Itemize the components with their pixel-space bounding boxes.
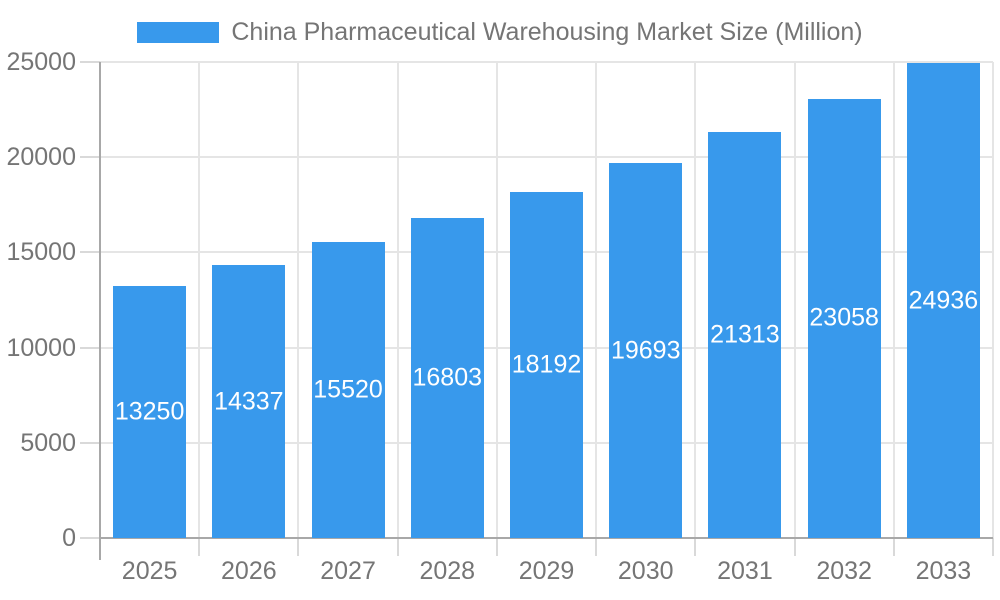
bar-value-label-2029: 18192 <box>511 350 582 379</box>
y-axis-tick-5000 <box>80 441 100 444</box>
bar-2030[interactable]: 19693 <box>609 163 683 538</box>
x-axis-label-2029: 2029 <box>518 557 575 585</box>
gridline-vertical-3 <box>396 62 399 538</box>
y-axis-line <box>99 62 101 560</box>
x-axis-tick-9 <box>992 538 994 556</box>
x-axis-tick-5 <box>595 538 598 556</box>
legend-swatch[interactable] <box>137 21 220 43</box>
x-axis-label-2026: 2026 <box>221 557 277 585</box>
gridline-vertical-9 <box>992 62 994 538</box>
x-axis-tick-4 <box>495 538 498 556</box>
bar-value-label-2032: 23058 <box>809 303 879 332</box>
x-axis-tick-2 <box>297 538 300 556</box>
y-axis-label-20000: 20000 <box>6 143 76 172</box>
gridline-vertical-4 <box>495 62 498 538</box>
x-axis-label-2031: 2031 <box>717 557 773 585</box>
x-axis-label-2032: 2032 <box>816 557 872 585</box>
y-axis-label-15000: 15000 <box>6 238 76 267</box>
bar-2026[interactable]: 14337 <box>212 265 286 538</box>
x-axis-tick-8 <box>892 538 895 556</box>
gridline-horizontal-25000 <box>100 61 993 63</box>
y-axis-tick-10000 <box>80 346 100 349</box>
x-axis-tick-3 <box>396 538 399 556</box>
gridline-horizontal-20000 <box>100 156 993 159</box>
x-axis-tick-1 <box>198 538 201 556</box>
y-axis-label-25000: 25000 <box>6 48 76 76</box>
x-axis-label-2027: 2027 <box>320 557 376 585</box>
bar-2031[interactable]: 21313 <box>708 132 782 538</box>
bar-value-label-2027: 15520 <box>313 375 383 404</box>
x-axis-tick-7 <box>793 538 796 556</box>
bar-2025[interactable]: 13250 <box>113 285 187 538</box>
bar-2027[interactable]: 15520 <box>311 242 385 538</box>
bar-value-label-2033: 24936 <box>908 286 979 315</box>
x-axis-label-2033: 2033 <box>915 557 972 585</box>
gridline-vertical-1 <box>198 62 201 538</box>
gridline-vertical-2 <box>297 62 300 538</box>
y-axis-label-10000: 10000 <box>6 333 76 362</box>
y-axis-label-5000: 5000 <box>20 428 76 457</box>
gridline-vertical-5 <box>595 62 598 538</box>
bar-value-label-2028: 16803 <box>412 363 483 392</box>
gridline-vertical-7 <box>793 62 796 538</box>
legend-label[interactable]: China Pharmaceutical Warehousing Market … <box>231 17 863 46</box>
y-axis-tick-15000 <box>80 251 100 254</box>
y-axis-tick-0 <box>80 537 100 539</box>
bar-2033[interactable]: 24936 <box>906 63 980 538</box>
bar-value-label-2025: 13250 <box>114 397 185 426</box>
y-axis-tick-25000 <box>80 61 100 63</box>
bar-2032[interactable]: 23058 <box>807 98 881 538</box>
y-axis-label-0: 0 <box>62 524 76 552</box>
gridline-vertical-8 <box>892 62 895 538</box>
bar-2029[interactable]: 18192 <box>510 191 583 538</box>
x-axis-label-2028: 2028 <box>419 557 476 585</box>
bar-value-label-2030: 19693 <box>610 336 681 364</box>
x-axis-label-2025: 2025 <box>121 557 178 585</box>
bar-value-label-2031: 21313 <box>710 320 780 349</box>
gridline-vertical-6 <box>694 62 697 538</box>
y-axis-tick-20000 <box>80 156 100 159</box>
x-axis-tick-6 <box>694 538 697 556</box>
x-axis-line <box>100 537 993 539</box>
bar-2028[interactable]: 16803 <box>410 218 484 538</box>
bar-value-label-2026: 14337 <box>214 387 284 415</box>
legend[interactable]: China Pharmaceutical Warehousing Market … <box>0 17 1000 46</box>
x-axis-label-2030: 2030 <box>617 557 674 585</box>
